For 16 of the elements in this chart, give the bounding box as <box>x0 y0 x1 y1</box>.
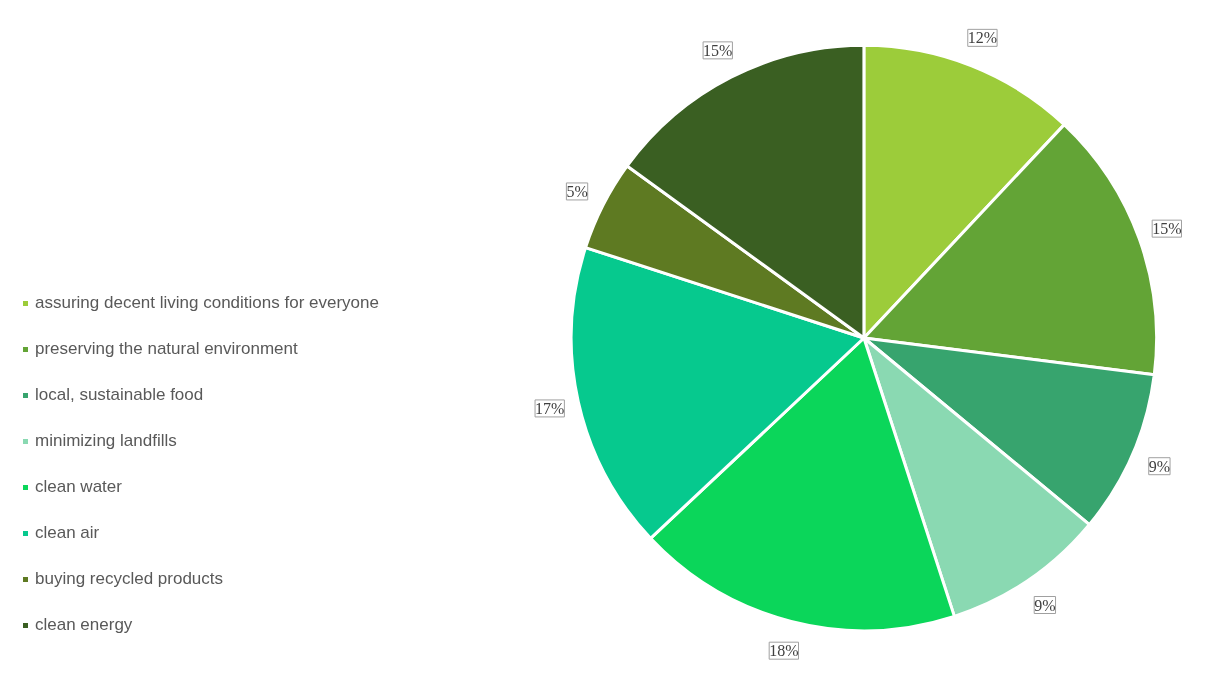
data-label: 12% <box>967 29 998 47</box>
legend-label: assuring decent living conditions for everyone <box>35 293 379 313</box>
legend-label: preserving the natural environment <box>35 339 298 359</box>
legend-label: local, sustainable food <box>35 385 204 405</box>
data-label: 15% <box>703 41 733 59</box>
data-label: 9% <box>1148 457 1171 475</box>
legend-label: clean energy <box>35 615 133 635</box>
data-label: 18% <box>769 642 799 660</box>
data-label: 9% <box>1034 596 1056 614</box>
legend-label: buying recycled products <box>35 569 224 589</box>
legend-label: clean air <box>35 523 100 543</box>
legend-label: clean water <box>35 477 122 497</box>
data-label: 15% <box>1152 220 1182 238</box>
data-label: 5% <box>566 182 588 200</box>
legend-label: minimizing landfills <box>35 431 177 451</box>
data-label: 17% <box>535 399 565 417</box>
